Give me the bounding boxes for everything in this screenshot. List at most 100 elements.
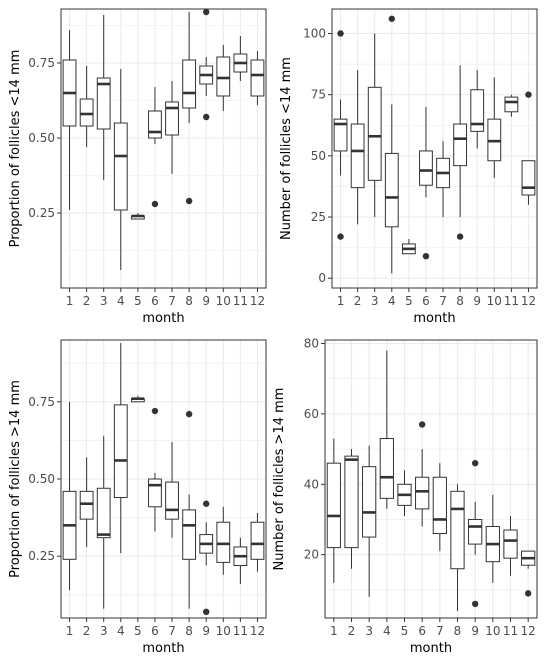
x-tick-label: 11 — [233, 624, 248, 638]
box-month-1 — [62, 401, 77, 591]
box-iqr — [379, 438, 394, 499]
box-month-1 — [62, 30, 77, 210]
x-tick-label: 4 — [117, 624, 125, 638]
box-iqr — [165, 481, 179, 520]
outlier-point — [388, 15, 395, 22]
box-iqr — [148, 478, 162, 508]
box-month-11 — [503, 515, 518, 576]
box-iqr — [333, 118, 348, 152]
box-month-4 — [113, 343, 128, 554]
x-tick-label: 11 — [503, 624, 518, 638]
box-month-8 — [182, 12, 197, 205]
outlier-point — [203, 608, 210, 616]
box-month-1 — [326, 438, 341, 583]
box-month-3 — [362, 445, 377, 597]
x-tick-label: 10 — [216, 294, 231, 308]
x-tick-label: 10 — [487, 294, 502, 308]
box-iqr — [250, 59, 265, 97]
x-tick-label: 6 — [151, 294, 159, 308]
box-month-9 — [199, 500, 214, 616]
x-tick-label: 7 — [439, 294, 447, 308]
x-tick-label: 5 — [134, 624, 142, 638]
x-tick-label: 7 — [168, 294, 176, 308]
y-tick-label: 60 — [304, 407, 319, 421]
chart-panel-3: 0.250.500.751 2 3 4 5 6 7 8 9 10 11 12monthProporti… — [8, 339, 267, 656]
box-month-7 — [165, 441, 179, 538]
box-iqr — [182, 59, 197, 109]
x-tick-label: 2 — [83, 624, 91, 638]
x-tick-label: 8 — [454, 624, 462, 638]
y-axis-title: Proportion of follicles <14 mm — [8, 50, 23, 248]
box-month-10 — [216, 45, 231, 111]
box-month-3 — [96, 15, 111, 180]
x-tick-label: 4 — [117, 294, 125, 308]
y-tick-label: 80 — [304, 337, 319, 351]
x-tick-label: 10 — [485, 624, 500, 638]
panel-border — [324, 339, 538, 619]
box-month-3 — [96, 435, 111, 609]
outlier-point — [337, 30, 344, 37]
panel-border — [331, 8, 538, 289]
y-tick-label: 40 — [304, 477, 319, 491]
panel-border — [60, 8, 267, 289]
box-month-10 — [487, 77, 502, 178]
box-iqr — [344, 455, 359, 549]
box-month-2 — [79, 457, 94, 547]
box-month-8 — [453, 65, 468, 240]
y-tick-label: 0.50 — [28, 131, 55, 145]
box-iqr — [503, 529, 518, 559]
x-tick-label: 11 — [504, 294, 519, 308]
box-iqr — [96, 77, 111, 130]
box-month-9 — [199, 8, 214, 121]
box-month-2 — [344, 449, 359, 569]
outlier-point — [151, 200, 159, 208]
x-axis-title: month — [413, 311, 455, 326]
outlier-point — [422, 252, 430, 260]
x-tick-label: 1 — [330, 624, 338, 638]
x-tick-label: 11 — [233, 294, 248, 308]
x-tick-label: 12 — [521, 624, 536, 638]
box-iqr — [419, 150, 433, 186]
box-month-1 — [333, 30, 348, 240]
y-axis-title: Number of follicles >14 mm — [272, 388, 287, 571]
x-tick-label: 9 — [202, 294, 210, 308]
box-iqr — [468, 518, 483, 545]
x-tick-label: 8 — [185, 624, 193, 638]
x-tick-label: 9 — [471, 624, 479, 638]
y-tick-label: 0.75 — [28, 395, 55, 409]
x-tick-label: 10 — [216, 624, 231, 638]
plot-background — [325, 340, 537, 618]
y-tick-label: 0.50 — [28, 472, 55, 486]
box-month-11 — [233, 36, 248, 81]
x-tick-label: 1 — [66, 294, 74, 308]
box-iqr — [521, 160, 536, 196]
box-iqr — [250, 521, 265, 560]
box-month-9 — [468, 459, 483, 608]
box-iqr — [79, 98, 94, 127]
y-tick-label: 20 — [304, 548, 319, 562]
box-month-6 — [148, 87, 162, 208]
x-tick-label: 5 — [405, 294, 413, 308]
outlier-point — [185, 410, 193, 418]
x-tick-label: 6 — [422, 294, 430, 308]
box-iqr — [113, 122, 128, 211]
y-tick-label: 75 — [311, 88, 326, 102]
y-tick-label: 50 — [311, 149, 326, 163]
outlier-point — [456, 233, 464, 240]
box-iqr — [367, 86, 382, 181]
box-iqr — [148, 110, 162, 139]
y-axis-title: Proportion of follicles >14 mm — [8, 380, 23, 578]
box-iqr — [216, 56, 231, 97]
x-tick-label: 3 — [100, 294, 108, 308]
x-tick-label: 2 — [348, 624, 356, 638]
x-tick-label: 2 — [83, 294, 91, 308]
box-month-4 — [384, 15, 399, 274]
outlier-point — [471, 459, 479, 467]
box-month-11 — [504, 94, 519, 117]
box-month-2 — [350, 70, 365, 225]
outlier-point — [185, 197, 193, 205]
x-tick-label: 9 — [202, 624, 210, 638]
